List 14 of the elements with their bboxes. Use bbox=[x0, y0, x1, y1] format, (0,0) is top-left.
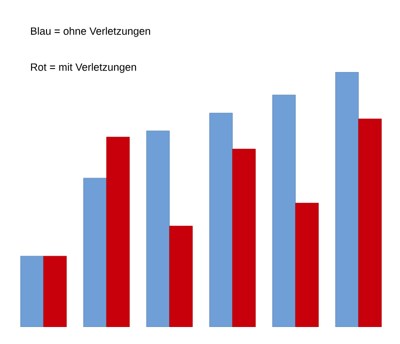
bar bbox=[169, 226, 193, 327]
text: Blau = ohne Verletzungen bbox=[31, 27, 150, 37]
bar bbox=[83, 178, 107, 327]
bar bbox=[20, 256, 44, 327]
bar bbox=[272, 94, 296, 327]
bar bbox=[232, 148, 256, 327]
bar bbox=[43, 256, 67, 327]
bar bbox=[209, 112, 233, 327]
bar bbox=[295, 202, 319, 327]
annotation: Rot = mit Verletzungen bbox=[31, 63, 136, 73]
bar bbox=[146, 130, 170, 327]
bar bbox=[335, 72, 359, 327]
bar bbox=[106, 136, 130, 327]
bar bbox=[358, 118, 382, 327]
